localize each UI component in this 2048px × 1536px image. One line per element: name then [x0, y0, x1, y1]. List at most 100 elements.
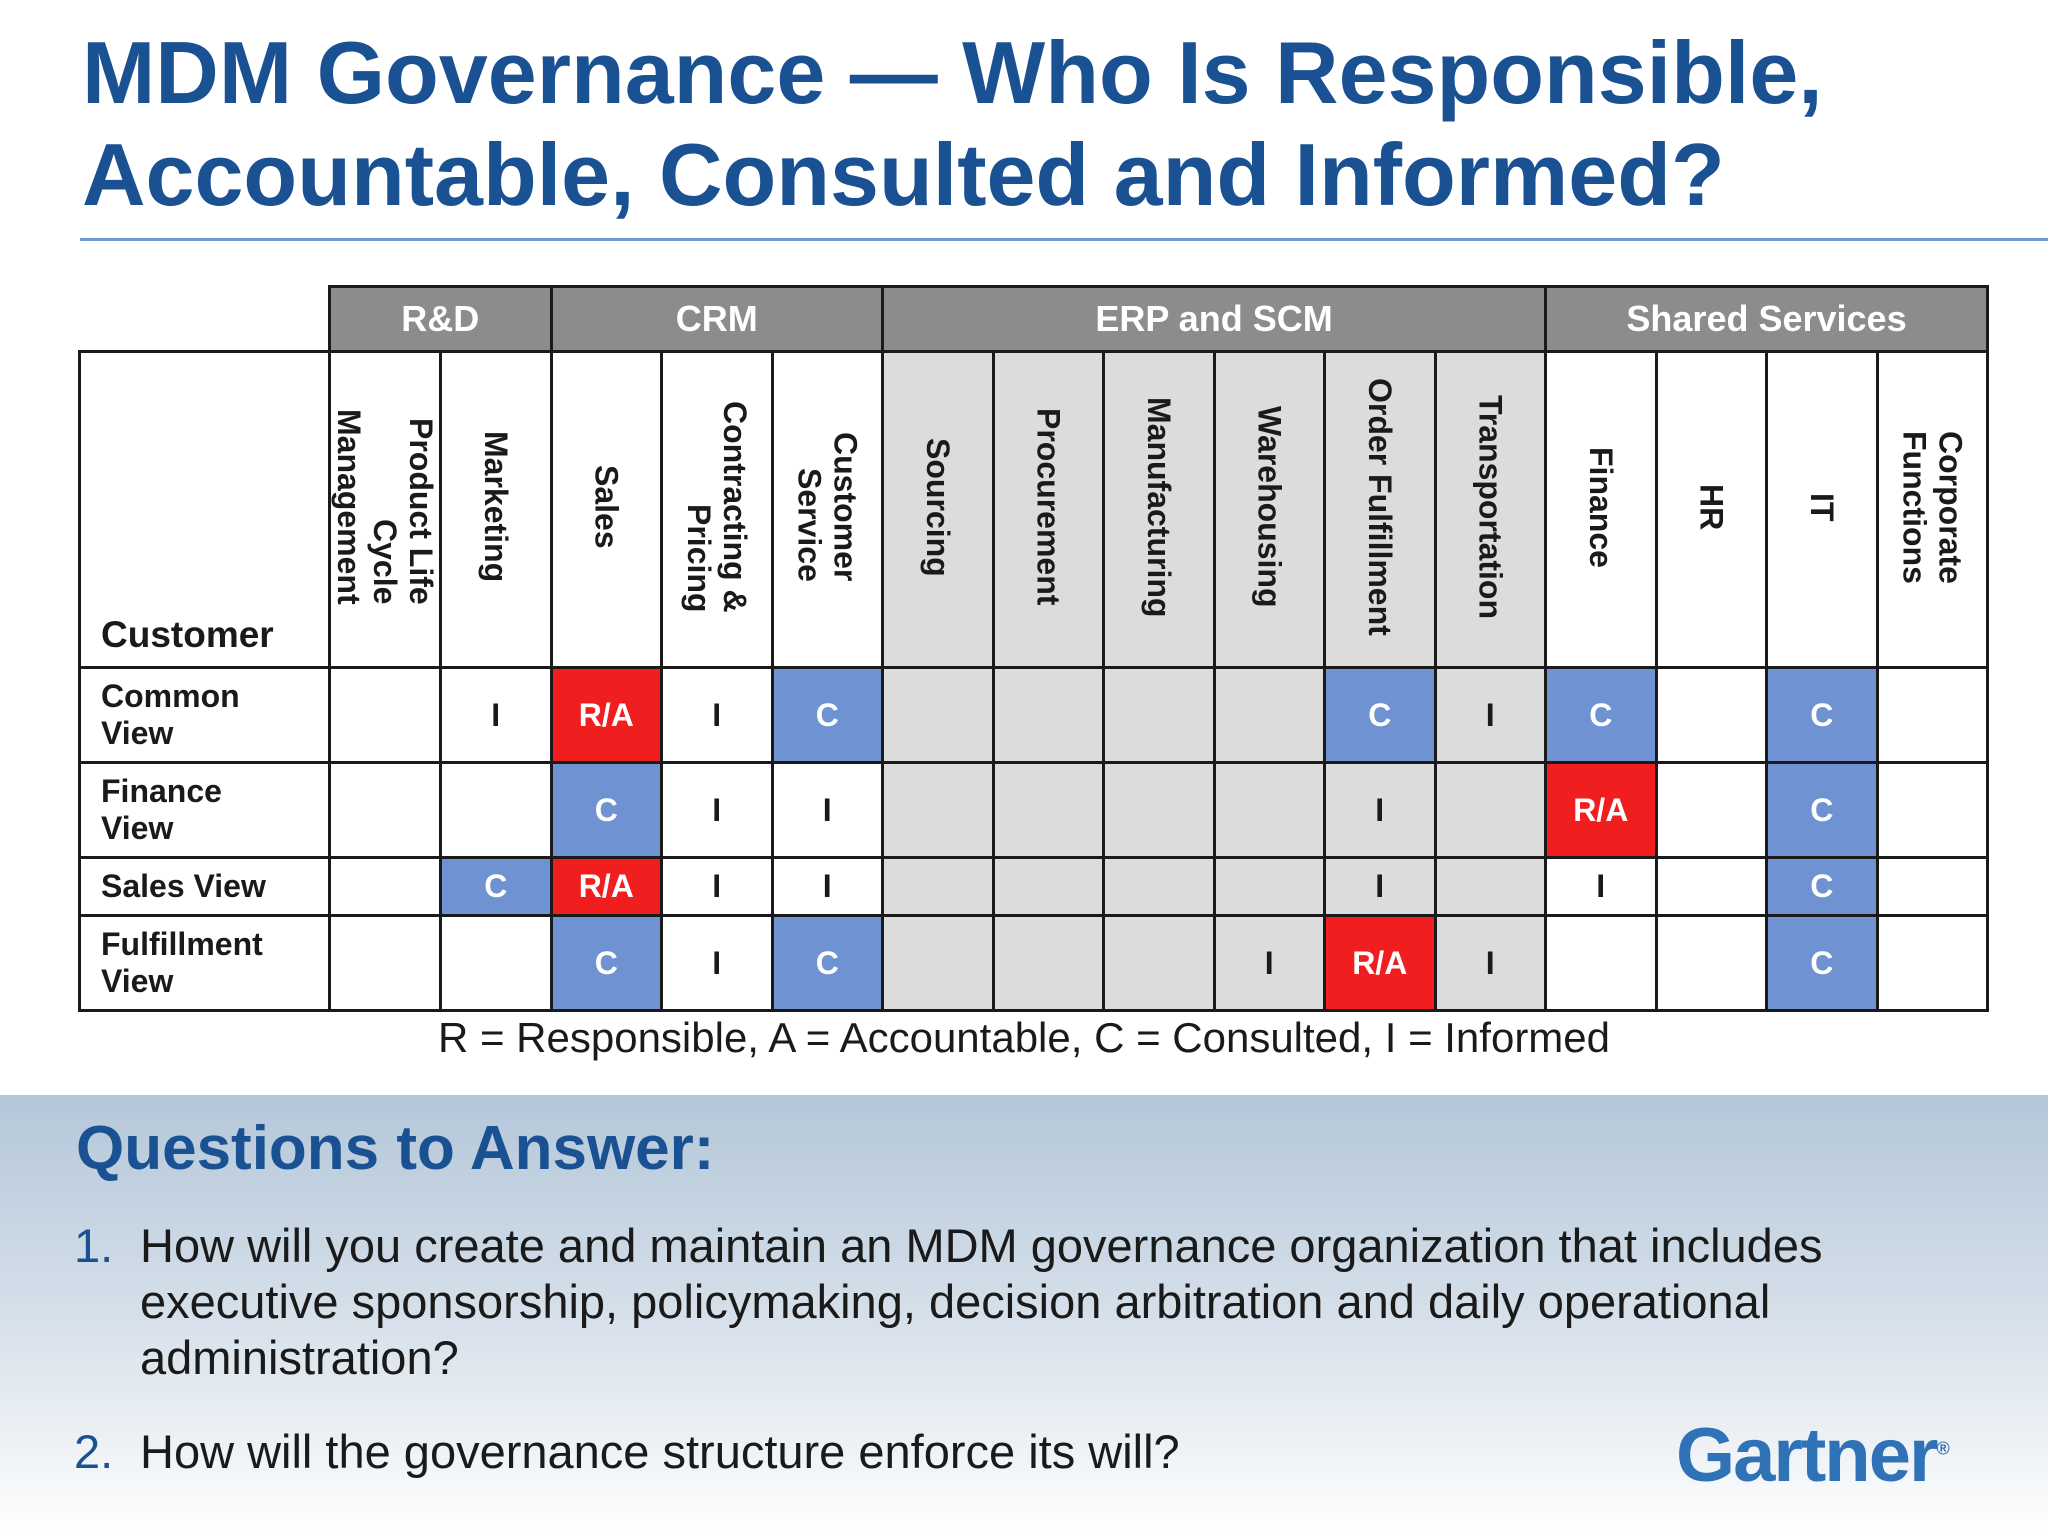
- column-header-label: Marketing: [477, 431, 514, 583]
- raci-cell: R/A: [1323, 914, 1437, 1012]
- question-item: 1. How will you create and maintain an MD…: [74, 1218, 1854, 1386]
- column-header-marketing: Marketing: [439, 350, 553, 669]
- question-text: How will the governance structure enforc…: [140, 1425, 1180, 1478]
- raci-cell: [1433, 856, 1547, 917]
- question-number: 1.: [74, 1219, 114, 1272]
- raci-cell: [991, 666, 1105, 764]
- column-header-corporate-functions: Corporate Functions: [1875, 350, 1989, 669]
- question-text: How will you create and maintain an MDM …: [140, 1219, 1823, 1384]
- column-header-label: Procurement: [1030, 408, 1067, 606]
- raci-cell: [1102, 666, 1216, 764]
- slide-title: MDM Governance — Who Is Responsible, Acco…: [82, 22, 2002, 226]
- raci-cell: C: [549, 914, 663, 1012]
- raci-cell: [881, 666, 995, 764]
- raci-cell: [1212, 856, 1326, 917]
- row-label: Common View: [78, 666, 331, 764]
- group-header-blank: [79, 286, 330, 353]
- raci-cell: [991, 856, 1105, 917]
- raci-cell: [1102, 856, 1216, 917]
- column-header-warehousing: Warehousing: [1212, 350, 1326, 669]
- raci-cell: I: [1323, 761, 1437, 859]
- matrix-row-common-view: Common View I R/A I C C I C C: [78, 666, 1989, 764]
- column-header-label: Sourcing: [919, 437, 956, 577]
- brand-name: Gartner: [1676, 1413, 1939, 1498]
- raci-cell: [1654, 666, 1768, 764]
- row-label: Fulfillment View: [78, 914, 331, 1012]
- column-header-hr: HR: [1654, 350, 1768, 669]
- raci-cell: I: [1433, 914, 1547, 1012]
- column-header-transportation: Transportation: [1433, 350, 1547, 669]
- raci-cell: [439, 914, 553, 1012]
- registered-mark: ®: [1936, 1438, 1950, 1459]
- column-header-contracting-pricing: Contracting & Pricing: [660, 350, 774, 669]
- raci-cell: C: [1765, 914, 1879, 1012]
- raci-cell: [991, 761, 1105, 859]
- column-header-label: Sales: [588, 465, 625, 549]
- row-label: Sales View: [78, 856, 331, 917]
- column-header-label: Transportation: [1472, 394, 1509, 619]
- column-header-it: IT: [1765, 350, 1879, 669]
- gartner-logo: Gartner®: [1676, 1412, 1950, 1499]
- questions-list: 1. How will you create and maintain an MD…: [74, 1218, 1854, 1518]
- raci-cell: I: [660, 914, 774, 1012]
- raci-cell: [1102, 914, 1216, 1012]
- column-header-label: IT: [1803, 492, 1840, 522]
- raci-cell: I: [1323, 856, 1437, 917]
- column-header-sales: Sales: [549, 350, 663, 669]
- column-header-manufacturing: Manufacturing: [1102, 350, 1216, 669]
- raci-cell: [328, 914, 442, 1012]
- raci-cell: [328, 761, 442, 859]
- column-header-label: Manufacturing: [1140, 396, 1177, 618]
- column-header-row: Customer Product Life Cycle Management Mar…: [78, 350, 1989, 669]
- corner-label: Customer: [78, 350, 331, 669]
- raci-cell: [328, 856, 442, 917]
- column-header-order-fulfillment: Order Fulfillment: [1323, 350, 1437, 669]
- raci-cell: [1875, 856, 1989, 917]
- matrix-row-sales-view: Sales View C R/A I I I I C: [78, 856, 1989, 917]
- raci-cell: C: [549, 761, 663, 859]
- raci-cell: I: [660, 666, 774, 764]
- question-item: 2. How will the governance structure enfo…: [74, 1424, 1854, 1480]
- raci-matrix: R&D CRM ERP and SCM Shared Services Custome…: [78, 285, 1989, 1012]
- column-header-procurement: Procurement: [991, 350, 1105, 669]
- raci-legend: R = Responsible, A = Accountable, C = Co…: [437, 1014, 1611, 1061]
- raci-cell: [1654, 914, 1768, 1012]
- raci-cell: I: [1433, 666, 1547, 764]
- raci-cell: C: [1765, 761, 1879, 859]
- raci-cell: [1102, 761, 1216, 859]
- raci-cell: I: [770, 856, 884, 917]
- raci-cell: I: [439, 666, 553, 764]
- group-header-shared-services: Shared Services: [1544, 285, 1989, 353]
- raci-cell: [328, 666, 442, 764]
- raci-cell: I: [660, 761, 774, 859]
- column-header-product-life-cycle-management: Product Life Cycle Management: [328, 350, 442, 669]
- group-header-r-d: R&D: [328, 285, 553, 353]
- title-line-1: MDM Governance — Who Is Responsible,: [82, 23, 1823, 122]
- raci-cell: [991, 914, 1105, 1012]
- column-header-label: Product Life Cycle Management: [331, 409, 439, 605]
- raci-cell: C: [1544, 666, 1658, 764]
- group-header-erp-and-scm: ERP and SCM: [881, 285, 1547, 353]
- raci-cell: [1875, 761, 1989, 859]
- raci-cell: I: [660, 856, 774, 917]
- raci-cell: [1544, 914, 1658, 1012]
- column-header-label: Contracting & Pricing: [680, 401, 753, 613]
- raci-cell: [881, 856, 995, 917]
- raci-cell: I: [1212, 914, 1326, 1012]
- raci-cell: C: [1765, 666, 1879, 764]
- column-header-finance: Finance: [1544, 350, 1658, 669]
- raci-cell: C: [770, 666, 884, 764]
- raci-cell: [439, 761, 553, 859]
- raci-cell: C: [1323, 666, 1437, 764]
- column-header-customer-service: Customer Service: [770, 350, 884, 669]
- column-header-label: Warehousing: [1251, 406, 1288, 608]
- questions-title: Questions to Answer:: [76, 1114, 715, 1183]
- raci-cell: [881, 761, 995, 859]
- raci-cell: [1875, 914, 1989, 1012]
- raci-cell: [881, 914, 995, 1012]
- raci-cell: [1654, 761, 1768, 859]
- matrix-row-fulfillment-view: Fulfillment View C I C I R/A I C: [78, 914, 1989, 1012]
- group-header-row: R&D CRM ERP and SCM Shared Services: [79, 285, 1989, 353]
- raci-cell: I: [770, 761, 884, 859]
- question-number: 2.: [74, 1425, 114, 1478]
